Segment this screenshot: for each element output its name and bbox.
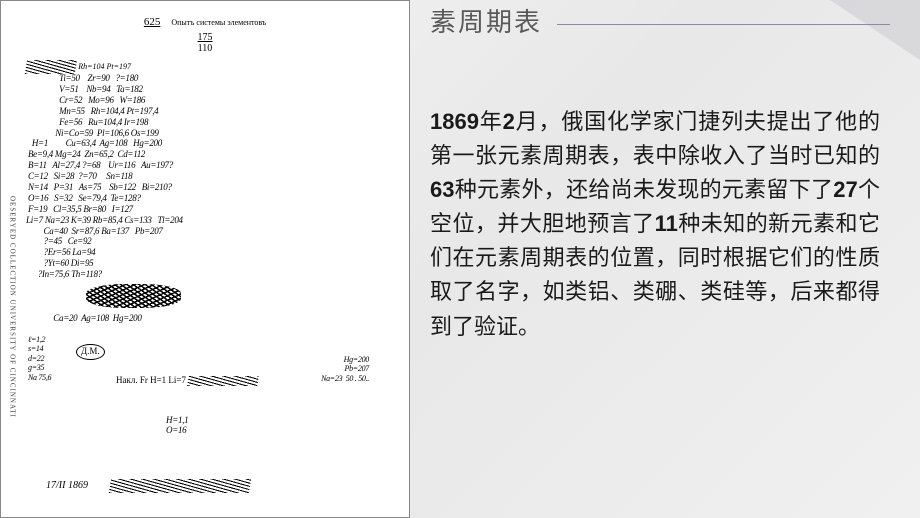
ms-row: O=16 S=32 Se=79,4 Te=128? [26, 194, 384, 204]
ms-left-cluster: ℓ=1,2s=14 d=22g=35 Na 75,6 [28, 336, 51, 383]
ms-note: Na 75,6 [28, 374, 51, 382]
image-side-caption: OESERYED COLLECTION UNIVERSITY OF CINCIN… [8, 196, 16, 418]
ms-row: N=14 P=31 As=75 Sb=122 Bi=210? [26, 183, 384, 193]
ms-row: C=12 Si=28 ?=70 Sn=118 [26, 172, 384, 182]
scribble-icon [187, 376, 259, 386]
ms-note: ℓ=1,2 [28, 336, 51, 344]
ms-row: Be=9,4 Mg=24 Zn=65,2 Cd=112 [26, 150, 384, 160]
ms-row: Ti=50 Zr=90 ?=180 [26, 74, 384, 84]
scribble-icon [25, 60, 77, 74]
ms-row: ?In=75,6 Th=118? [26, 270, 384, 280]
ms-row: ?Yt=60 Di=95 [26, 259, 384, 269]
ms-row: V=51 Nb=94 Ta=182 [26, 85, 384, 95]
content-panel: 素周期表 1869年2月，俄国化学家门捷列夫提出了他的第一张元素周期表，表中除收… [410, 0, 920, 518]
predicted-count-bold: 11 [655, 211, 678, 236]
ms-row: Li=7 Na=23 K=39 Rb=85,4 Cs=133 Tl=204 [26, 216, 384, 226]
ms-note: d=22 [28, 355, 51, 363]
ms-row: Mn=55 Rh=104,4 Pt=197,4 [26, 107, 384, 117]
ms-note: g=35 [28, 364, 51, 372]
slots-count-bold: 27 [833, 177, 857, 202]
ms-row: Ca=20 Ag=108 Hg=200 [26, 314, 384, 324]
ms-header: 625 Опытъ системы элементовъ [26, 16, 384, 28]
ms-row: Fe=56 Ru=104,4 Ir=198 [26, 118, 384, 128]
scribble-big-icon [86, 284, 181, 308]
manuscript-content: OESERYED COLLECTION UNIVERSITY OF CINCIN… [26, 16, 384, 502]
manuscript-image: OESERYED COLLECTION UNIVERSITY OF CINCIN… [0, 0, 410, 518]
ms-right-cluster: Hg=200 Pb=207 Na=23 50 . 50.. [321, 356, 369, 384]
ms-row: Cr=52 Mo=96 W=186 [26, 96, 384, 106]
ms-bottom-formula: Накл. Fr H=1 Li=7 [116, 376, 258, 386]
title-divider [557, 24, 890, 25]
title-row: 素周期表 [430, 0, 890, 40]
ms-element-rows: Ti=50 Zr=90 ?=180 V=51 Nb=94 Ta=182 Cr=5… [26, 74, 384, 280]
ms-row: Ca=40 Sr=87,6 Ba=137 Pb=207 [26, 227, 384, 237]
ms-row: B=11 Al=27,4 ?=68 Ur=116 Au=197? [26, 161, 384, 171]
slide: OESERYED COLLECTION UNIVERSITY OF CINCIN… [0, 0, 920, 518]
scribble-icon [109, 479, 251, 493]
ms-bottom-date: 17/II 1869 [46, 479, 364, 497]
body-paragraph: 1869年2月，俄国化学家门捷列夫提出了他的第一张元素周期表，表中除收入了当时已… [430, 105, 890, 344]
year-bold: 1869 [430, 109, 479, 134]
ms-row: ?=45 Ce=92 [26, 237, 384, 247]
ms-note: s=14 [28, 345, 51, 353]
ms-row: Ni=Co=59 Pl=106,6 Os=199 [26, 129, 384, 139]
ms-mid-note: H=1,1 O=16 [166, 416, 188, 437]
known-count-bold: 63 [430, 177, 454, 202]
ms-fraction: 175 110 [26, 32, 384, 54]
slide-title: 素周期表 [430, 2, 542, 39]
ms-row: ?Er=56 La=94 [26, 248, 384, 258]
month-bold: 2 [503, 109, 515, 134]
ms-row: F=19 Cl=35,5 Br=80 I=127 [26, 205, 384, 215]
ms-row: H=1 Cu=63,4 Ag=108 Hg=200 [26, 139, 384, 149]
